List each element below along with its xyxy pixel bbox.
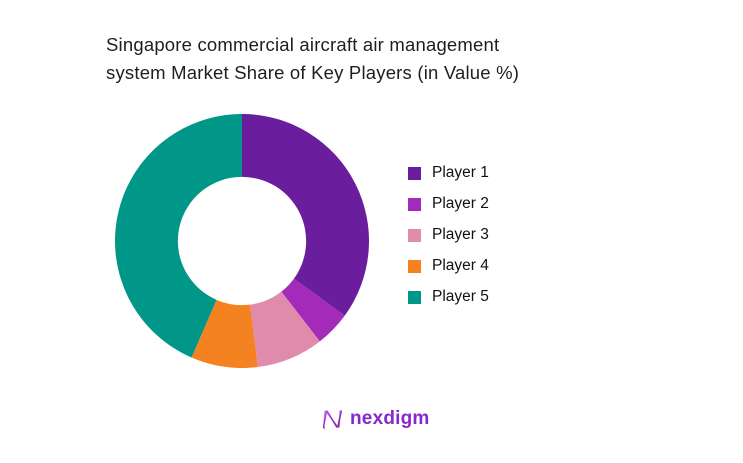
nexdigm-logo: nexdigm: [320, 406, 430, 432]
legend: Player 1 Player 2 Player 3 Player 4 Play…: [408, 163, 489, 318]
legend-label-player-3: Player 3: [432, 226, 489, 243]
legend-item-player-5: Player 5: [408, 287, 489, 307]
donut-slice-player-3: [250, 291, 320, 367]
legend-item-player-4: Player 4: [408, 256, 489, 276]
donut-slice-player-2: [281, 278, 345, 342]
nexdigm-logo-icon: [322, 410, 343, 429]
nexdigm-logo-text: nexdigm: [350, 408, 430, 429]
donut-slice-player-4: [191, 299, 258, 369]
chart-title-line-2: system Market Share of Key Players (in V…: [106, 62, 520, 83]
chart-title: Singapore commercial aircraft air manage…: [106, 31, 519, 87]
donut-slice-player-5: [115, 114, 242, 358]
legend-swatch-player-1: [408, 166, 421, 180]
legend-label-player-2: Player 2: [432, 195, 489, 212]
legend-item-player-2: Player 2: [408, 194, 489, 214]
legend-item-player-3: Player 3: [408, 225, 489, 245]
legend-swatch-player-3: [408, 228, 421, 242]
chart-title-line-1: Singapore commercial aircraft air manage…: [106, 34, 500, 55]
legend-swatch-player-2: [408, 197, 421, 211]
legend-label-player-4: Player 4: [432, 257, 489, 274]
donut-slice-player-1: [242, 114, 370, 316]
legend-swatch-player-5: [408, 290, 421, 304]
legend-item-player-1: Player 1: [408, 163, 489, 183]
donut-chart: [115, 114, 370, 369]
legend-label-player-5: Player 5: [432, 288, 489, 305]
legend-swatch-player-4: [408, 259, 421, 273]
donut-chart-svg: [115, 114, 370, 369]
legend-label-player-1: Player 1: [432, 164, 489, 181]
